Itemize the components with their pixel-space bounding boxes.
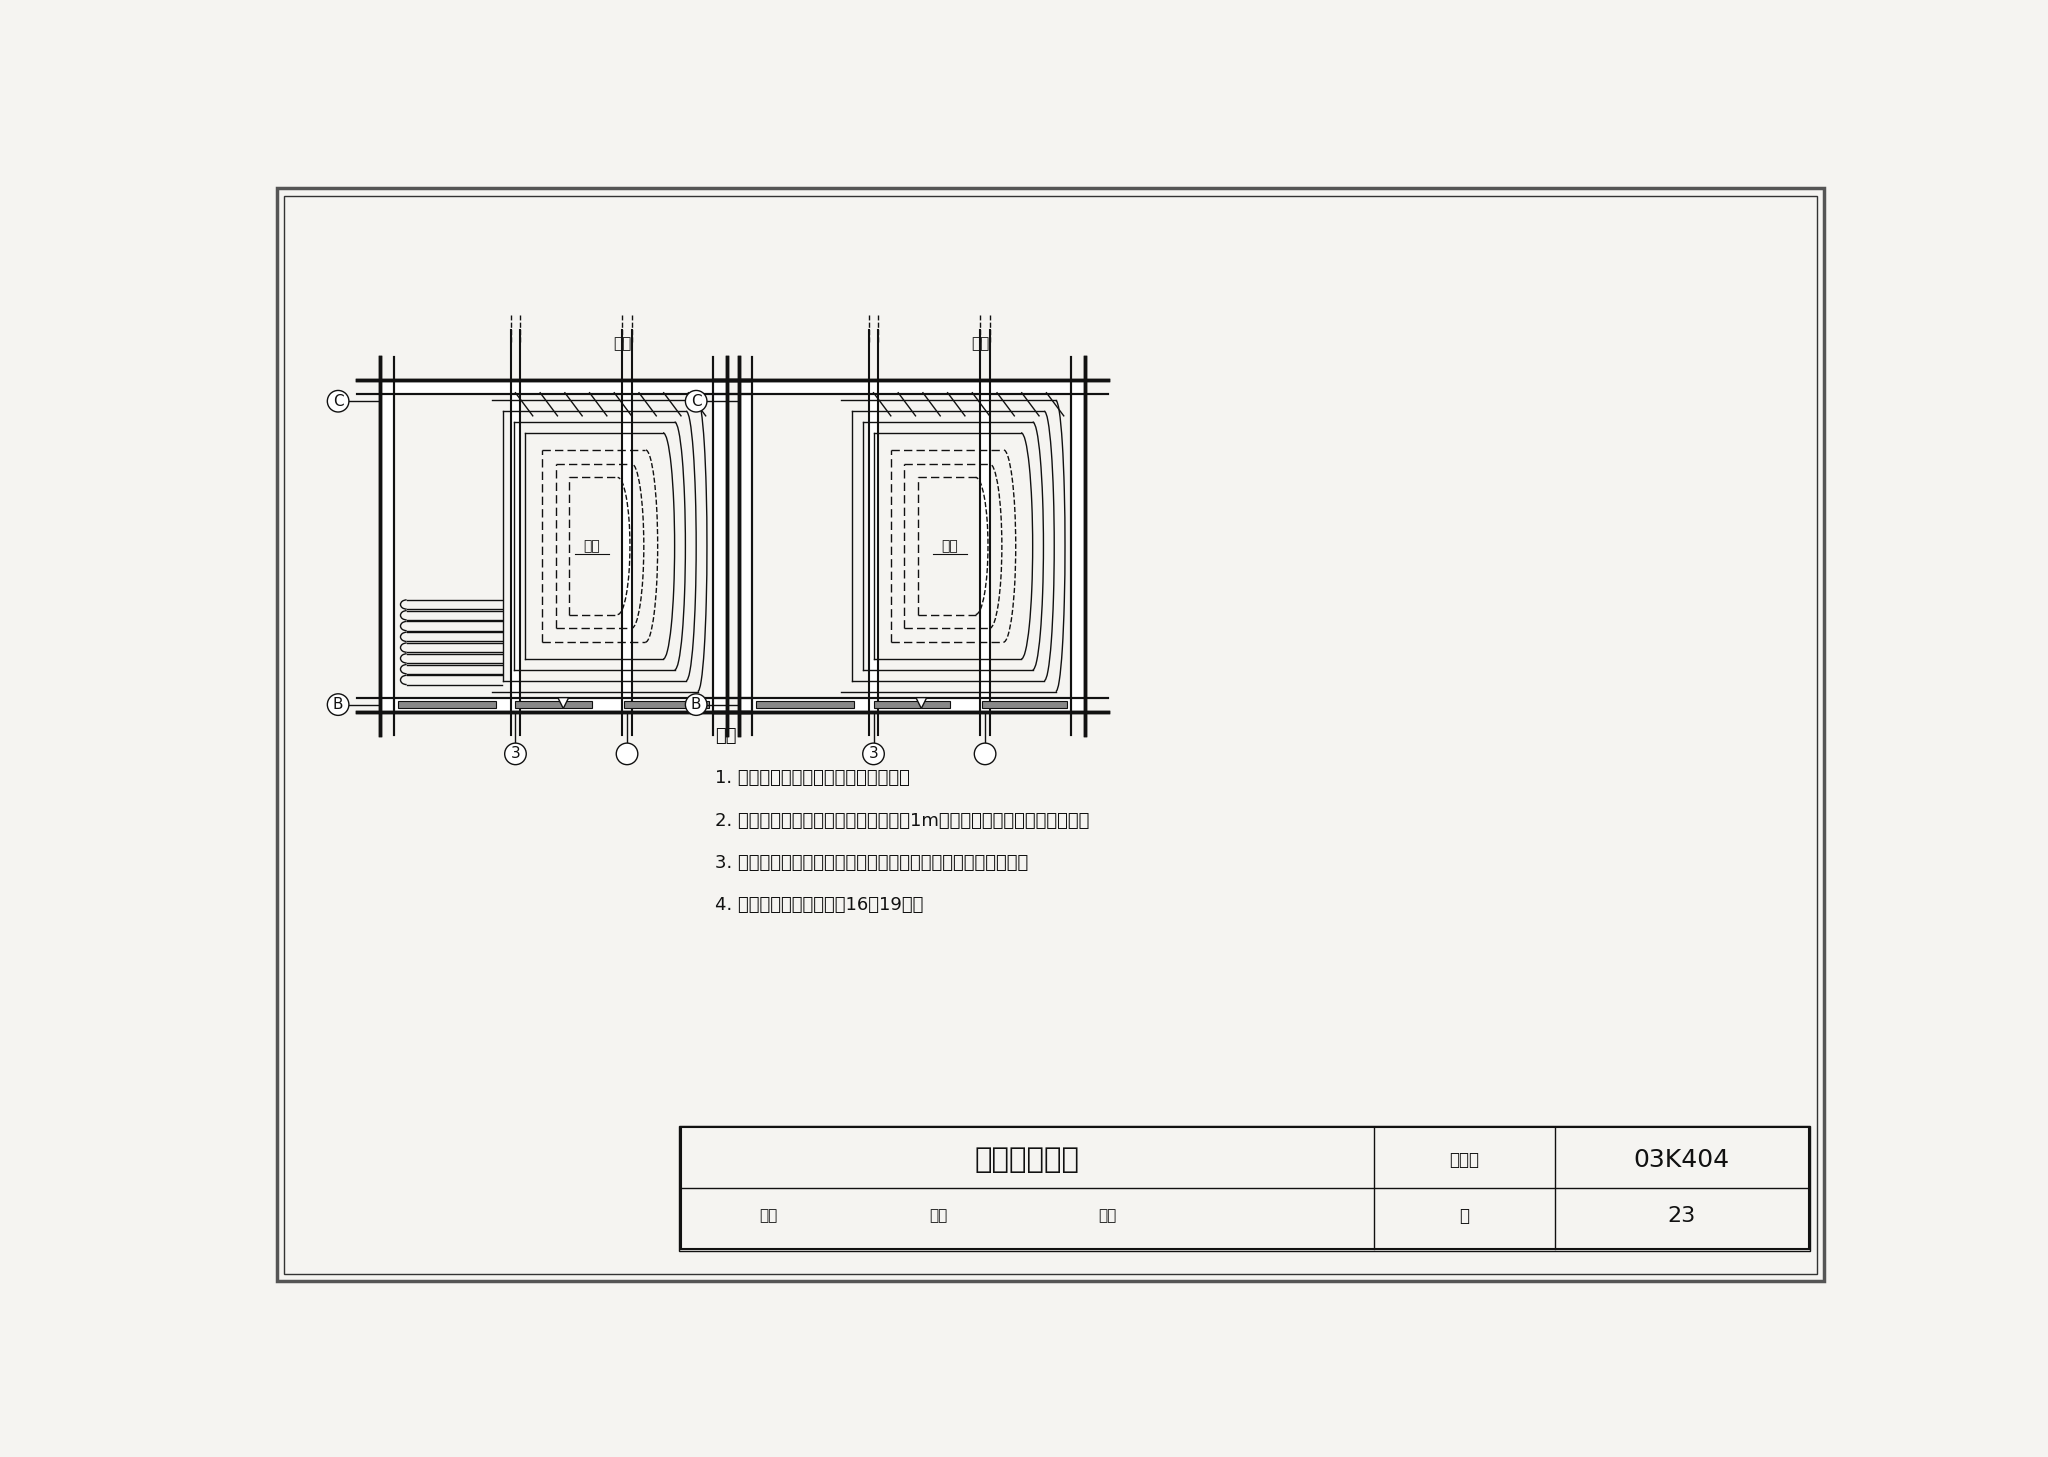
Text: 3: 3 <box>868 746 879 762</box>
Text: 管道布置示意: 管道布置示意 <box>975 1147 1079 1174</box>
Bar <box>510 395 520 698</box>
Circle shape <box>862 743 885 765</box>
Text: 1. 本页仅示意一面外墙加密布管方式。: 1. 本页仅示意一面外墙加密布管方式。 <box>715 769 909 787</box>
Bar <box>381 380 727 395</box>
Circle shape <box>686 390 707 412</box>
Text: 注：: 注： <box>715 727 737 745</box>
Text: 03K404: 03K404 <box>1634 1148 1731 1173</box>
Bar <box>739 698 1085 711</box>
Bar <box>756 701 854 708</box>
Bar <box>739 380 752 711</box>
Text: 衣柜: 衣柜 <box>971 337 989 351</box>
Text: 客厅: 客厅 <box>942 539 958 552</box>
Circle shape <box>686 694 707 715</box>
Bar <box>680 1128 1808 1249</box>
Bar <box>874 701 950 708</box>
Text: 衣柜: 衣柜 <box>612 337 631 351</box>
Text: 客厅: 客厅 <box>584 539 600 552</box>
Text: 3. 布管区域应避开落地安装的家具，如衣柜、橱柜、洗衣机等。: 3. 布管区域应避开落地安装的家具，如衣柜、橱柜、洗衣机等。 <box>715 854 1028 871</box>
Text: B: B <box>334 696 344 712</box>
Bar <box>381 380 395 711</box>
Text: 3: 3 <box>510 746 520 762</box>
Text: 页: 页 <box>1460 1208 1468 1225</box>
Polygon shape <box>557 698 569 708</box>
Bar <box>625 701 709 708</box>
Circle shape <box>328 390 348 412</box>
Bar <box>397 701 496 708</box>
Text: 图集号: 图集号 <box>1450 1151 1479 1169</box>
Text: 2. 布管密集区域一般为外围护结构内侧1m左右，板面温度不应超过限值。: 2. 布管密集区域一般为外围护结构内侧1m左右，板面温度不应超过限值。 <box>715 812 1090 829</box>
Text: 审核: 审核 <box>760 1209 778 1224</box>
Circle shape <box>616 743 637 765</box>
Polygon shape <box>915 698 928 708</box>
Bar <box>1071 380 1085 711</box>
Circle shape <box>975 743 995 765</box>
Bar <box>713 380 727 711</box>
Text: C: C <box>690 393 702 409</box>
Bar <box>516 701 592 708</box>
Text: B: B <box>690 696 700 712</box>
Circle shape <box>504 743 526 765</box>
Bar <box>868 395 879 698</box>
Text: 校对: 校对 <box>930 1209 946 1224</box>
Bar <box>981 395 989 698</box>
Text: 设计: 设计 <box>1098 1209 1116 1224</box>
Text: C: C <box>334 393 344 409</box>
Bar <box>381 698 727 711</box>
Text: 4. 边界保温带及伸缩缝见16～19页。: 4. 边界保温带及伸缩缝见16～19页。 <box>715 896 924 915</box>
Bar <box>623 395 631 698</box>
Bar <box>981 701 1067 708</box>
Circle shape <box>328 694 348 715</box>
Bar <box>739 380 1085 395</box>
Bar <box>680 1126 1810 1250</box>
Text: 23: 23 <box>1667 1206 1696 1227</box>
